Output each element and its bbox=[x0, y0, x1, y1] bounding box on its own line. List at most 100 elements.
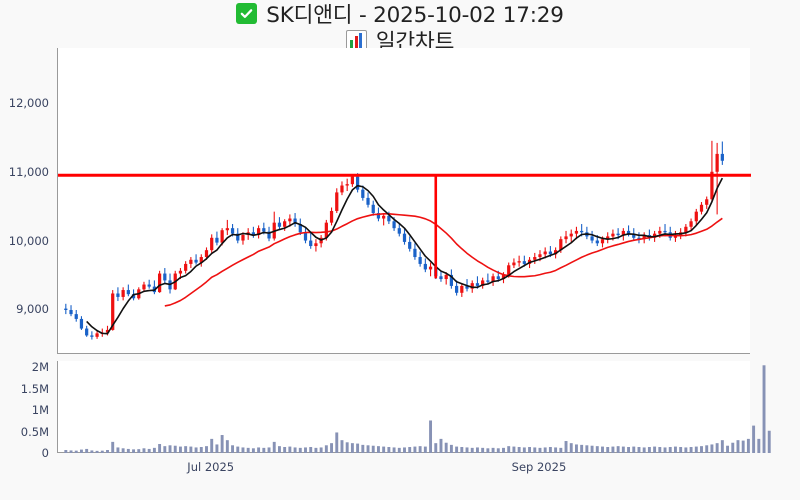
candle-body bbox=[590, 236, 594, 241]
candle-body bbox=[694, 211, 698, 222]
candle-body bbox=[616, 233, 620, 236]
volume-bar bbox=[231, 445, 235, 453]
candle-body bbox=[418, 257, 422, 264]
candle-body bbox=[376, 213, 381, 219]
candle-body bbox=[621, 230, 625, 236]
volume-bar bbox=[79, 449, 83, 453]
volume-y-tick: 0 bbox=[41, 446, 49, 460]
price-y-tick: 10,000 bbox=[8, 233, 49, 248]
volume-bar bbox=[283, 447, 287, 453]
volume-bar bbox=[720, 440, 724, 453]
volume-bar bbox=[460, 447, 464, 453]
candle-body bbox=[293, 218, 297, 225]
candle-body bbox=[449, 274, 454, 286]
volume-bar bbox=[74, 450, 78, 453]
volume-bar bbox=[267, 447, 271, 453]
volume-chart-panel bbox=[57, 361, 771, 453]
volume-bar bbox=[647, 447, 651, 453]
candle-body bbox=[355, 176, 360, 190]
volume-bar bbox=[658, 447, 662, 453]
candle-body bbox=[658, 230, 662, 234]
price-chart-panel bbox=[57, 48, 751, 354]
candle-body bbox=[699, 204, 704, 212]
candle-body bbox=[439, 276, 443, 280]
candle-body bbox=[538, 254, 542, 258]
candle-body bbox=[340, 185, 344, 193]
volume-bar bbox=[694, 446, 698, 453]
candlestick-plot bbox=[58, 140, 751, 340]
volume-bar bbox=[111, 441, 115, 453]
volume-bar bbox=[121, 448, 125, 453]
volume-bar bbox=[106, 450, 109, 453]
candle-body bbox=[116, 293, 120, 297]
volume-bar bbox=[152, 447, 156, 453]
title-row: SK디앤디 - 2025-10-02 17:29 bbox=[0, 0, 800, 28]
price-y-tick: 9,000 bbox=[16, 302, 49, 317]
volume-bar bbox=[507, 446, 511, 453]
volume-bar bbox=[601, 446, 604, 453]
candle-body bbox=[397, 228, 401, 234]
candle-body bbox=[632, 233, 636, 238]
volume-bar bbox=[684, 447, 688, 453]
candle-body bbox=[720, 153, 724, 161]
volume-bar bbox=[376, 446, 380, 453]
volume-bar bbox=[762, 365, 766, 453]
volume-plot bbox=[64, 365, 771, 453]
volume-bar bbox=[371, 445, 375, 453]
volume-y-tick: 2M bbox=[31, 360, 49, 375]
volume-bar bbox=[324, 445, 328, 453]
candle-body bbox=[288, 218, 292, 222]
volume-y-tick: 1.5M bbox=[20, 381, 49, 396]
candle-body bbox=[147, 284, 151, 287]
volume-bar bbox=[330, 443, 334, 453]
candle-body bbox=[606, 236, 610, 240]
volume-bar bbox=[689, 447, 693, 453]
candle-body bbox=[267, 231, 271, 239]
volume-bar bbox=[486, 448, 490, 453]
candle-body bbox=[95, 333, 99, 337]
candle-body bbox=[131, 294, 136, 299]
volume-bar bbox=[481, 447, 485, 453]
volume-bar bbox=[178, 446, 182, 453]
candle-body bbox=[491, 276, 495, 282]
volume-bar bbox=[554, 447, 558, 453]
volume-bar bbox=[126, 448, 130, 453]
volume-bar bbox=[387, 447, 391, 453]
candle-body bbox=[262, 228, 266, 232]
volume-bar bbox=[251, 448, 255, 453]
volume-bar bbox=[423, 446, 427, 453]
volume-bar bbox=[132, 449, 136, 453]
volume-bar bbox=[199, 447, 203, 453]
candle-body bbox=[210, 237, 214, 251]
volume-bar bbox=[158, 444, 162, 453]
volume-bar bbox=[449, 444, 453, 453]
volume-bar bbox=[246, 447, 250, 453]
candle-body bbox=[475, 283, 480, 286]
volume-bar bbox=[502, 447, 505, 453]
volume-bar bbox=[580, 444, 584, 453]
candle-body bbox=[611, 233, 615, 237]
candle-body bbox=[507, 265, 511, 275]
candle-body bbox=[481, 280, 485, 286]
volume-bar bbox=[429, 420, 433, 453]
volume-bar bbox=[595, 446, 599, 453]
volume-bar bbox=[64, 450, 68, 453]
candle-body bbox=[157, 273, 162, 293]
volume-bar bbox=[606, 447, 610, 453]
volume-bar bbox=[736, 440, 740, 453]
volume-bar bbox=[564, 441, 568, 453]
volume-bar bbox=[262, 447, 266, 453]
candle-body bbox=[652, 233, 657, 238]
page-title: SK디앤디 - 2025-10-02 17:29 bbox=[266, 2, 564, 28]
volume-bar bbox=[538, 447, 542, 453]
volume-bar bbox=[653, 446, 657, 453]
volume-bar bbox=[455, 446, 459, 453]
volume-bar bbox=[288, 446, 292, 453]
volume-bar bbox=[663, 447, 667, 453]
candle-body bbox=[277, 222, 282, 227]
candle-body bbox=[111, 293, 115, 330]
candle-body bbox=[470, 283, 474, 289]
volume-bar bbox=[705, 445, 709, 453]
candle-body bbox=[512, 262, 516, 266]
volume-bar bbox=[314, 447, 318, 453]
